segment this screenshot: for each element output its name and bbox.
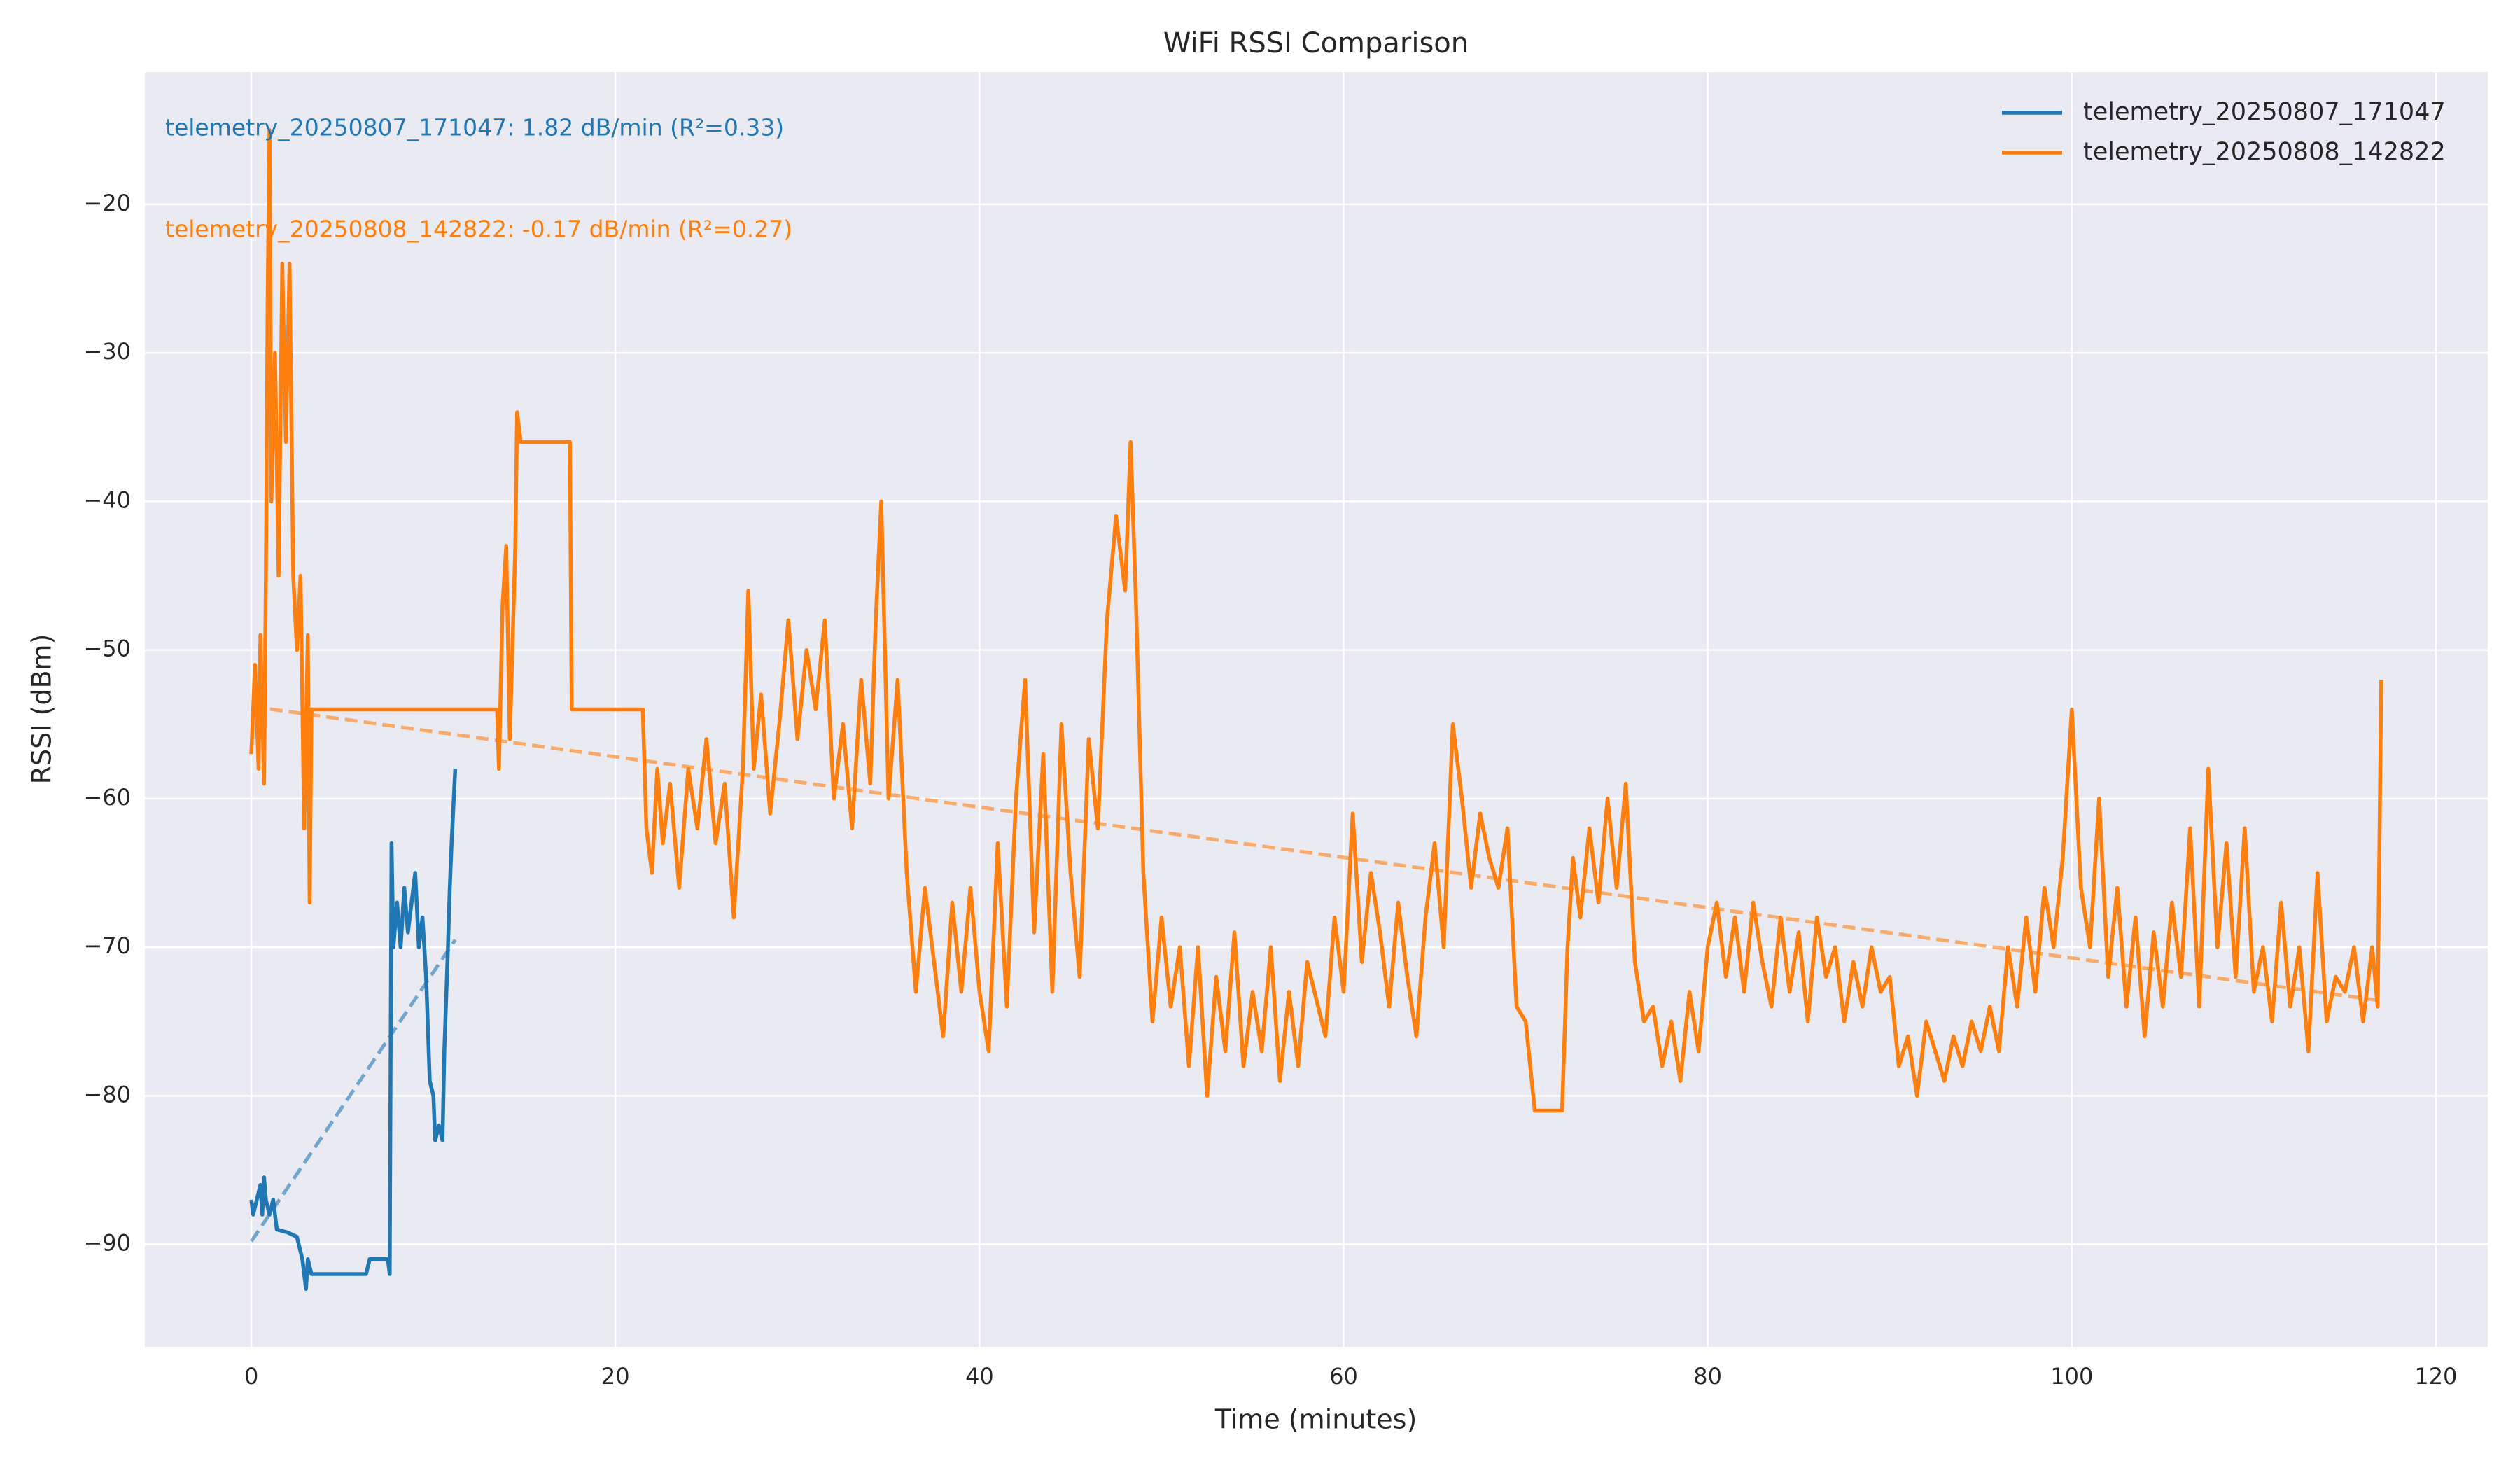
x-tick-label: 60 [1329, 1363, 1358, 1390]
plot-area [145, 72, 2488, 1347]
y-axis-label: RSSI (dBm) [27, 634, 57, 785]
y-tick-label: −40 [83, 486, 131, 513]
x-tick-label: 0 [244, 1363, 258, 1390]
x-axis-label: Time (minutes) [1214, 1404, 1418, 1435]
legend-label: telemetry_20250807_171047 [2083, 98, 2446, 126]
annotation: telemetry_20250808_142822: -0.17 dB/min … [165, 216, 792, 243]
legend-label: telemetry_20250808_142822 [2083, 138, 2446, 166]
y-tick-label: −90 [83, 1230, 131, 1256]
series-line [249, 769, 458, 1291]
x-tick-label: 40 [965, 1363, 994, 1390]
y-tick-label: −60 [83, 784, 131, 811]
y-tick-label: −20 [83, 190, 131, 216]
y-tick-label: −50 [83, 636, 131, 662]
x-tick-label: 100 [2050, 1363, 2093, 1390]
x-tick-label: 80 [1693, 1363, 1722, 1390]
trend-line [250, 939, 457, 1242]
y-tick-label: −80 [83, 1081, 131, 1107]
series-line [249, 128, 2384, 1113]
chart-title: WiFi RSSI Comparison [1163, 27, 1469, 59]
annotation: telemetry_20250807_171047: 1.82 dB/min (… [165, 114, 784, 141]
x-tick-label: 120 [2414, 1363, 2457, 1390]
y-tick-label: −70 [83, 932, 131, 959]
y-tick-label: −30 [83, 338, 131, 365]
x-tick-label: 20 [601, 1363, 630, 1390]
